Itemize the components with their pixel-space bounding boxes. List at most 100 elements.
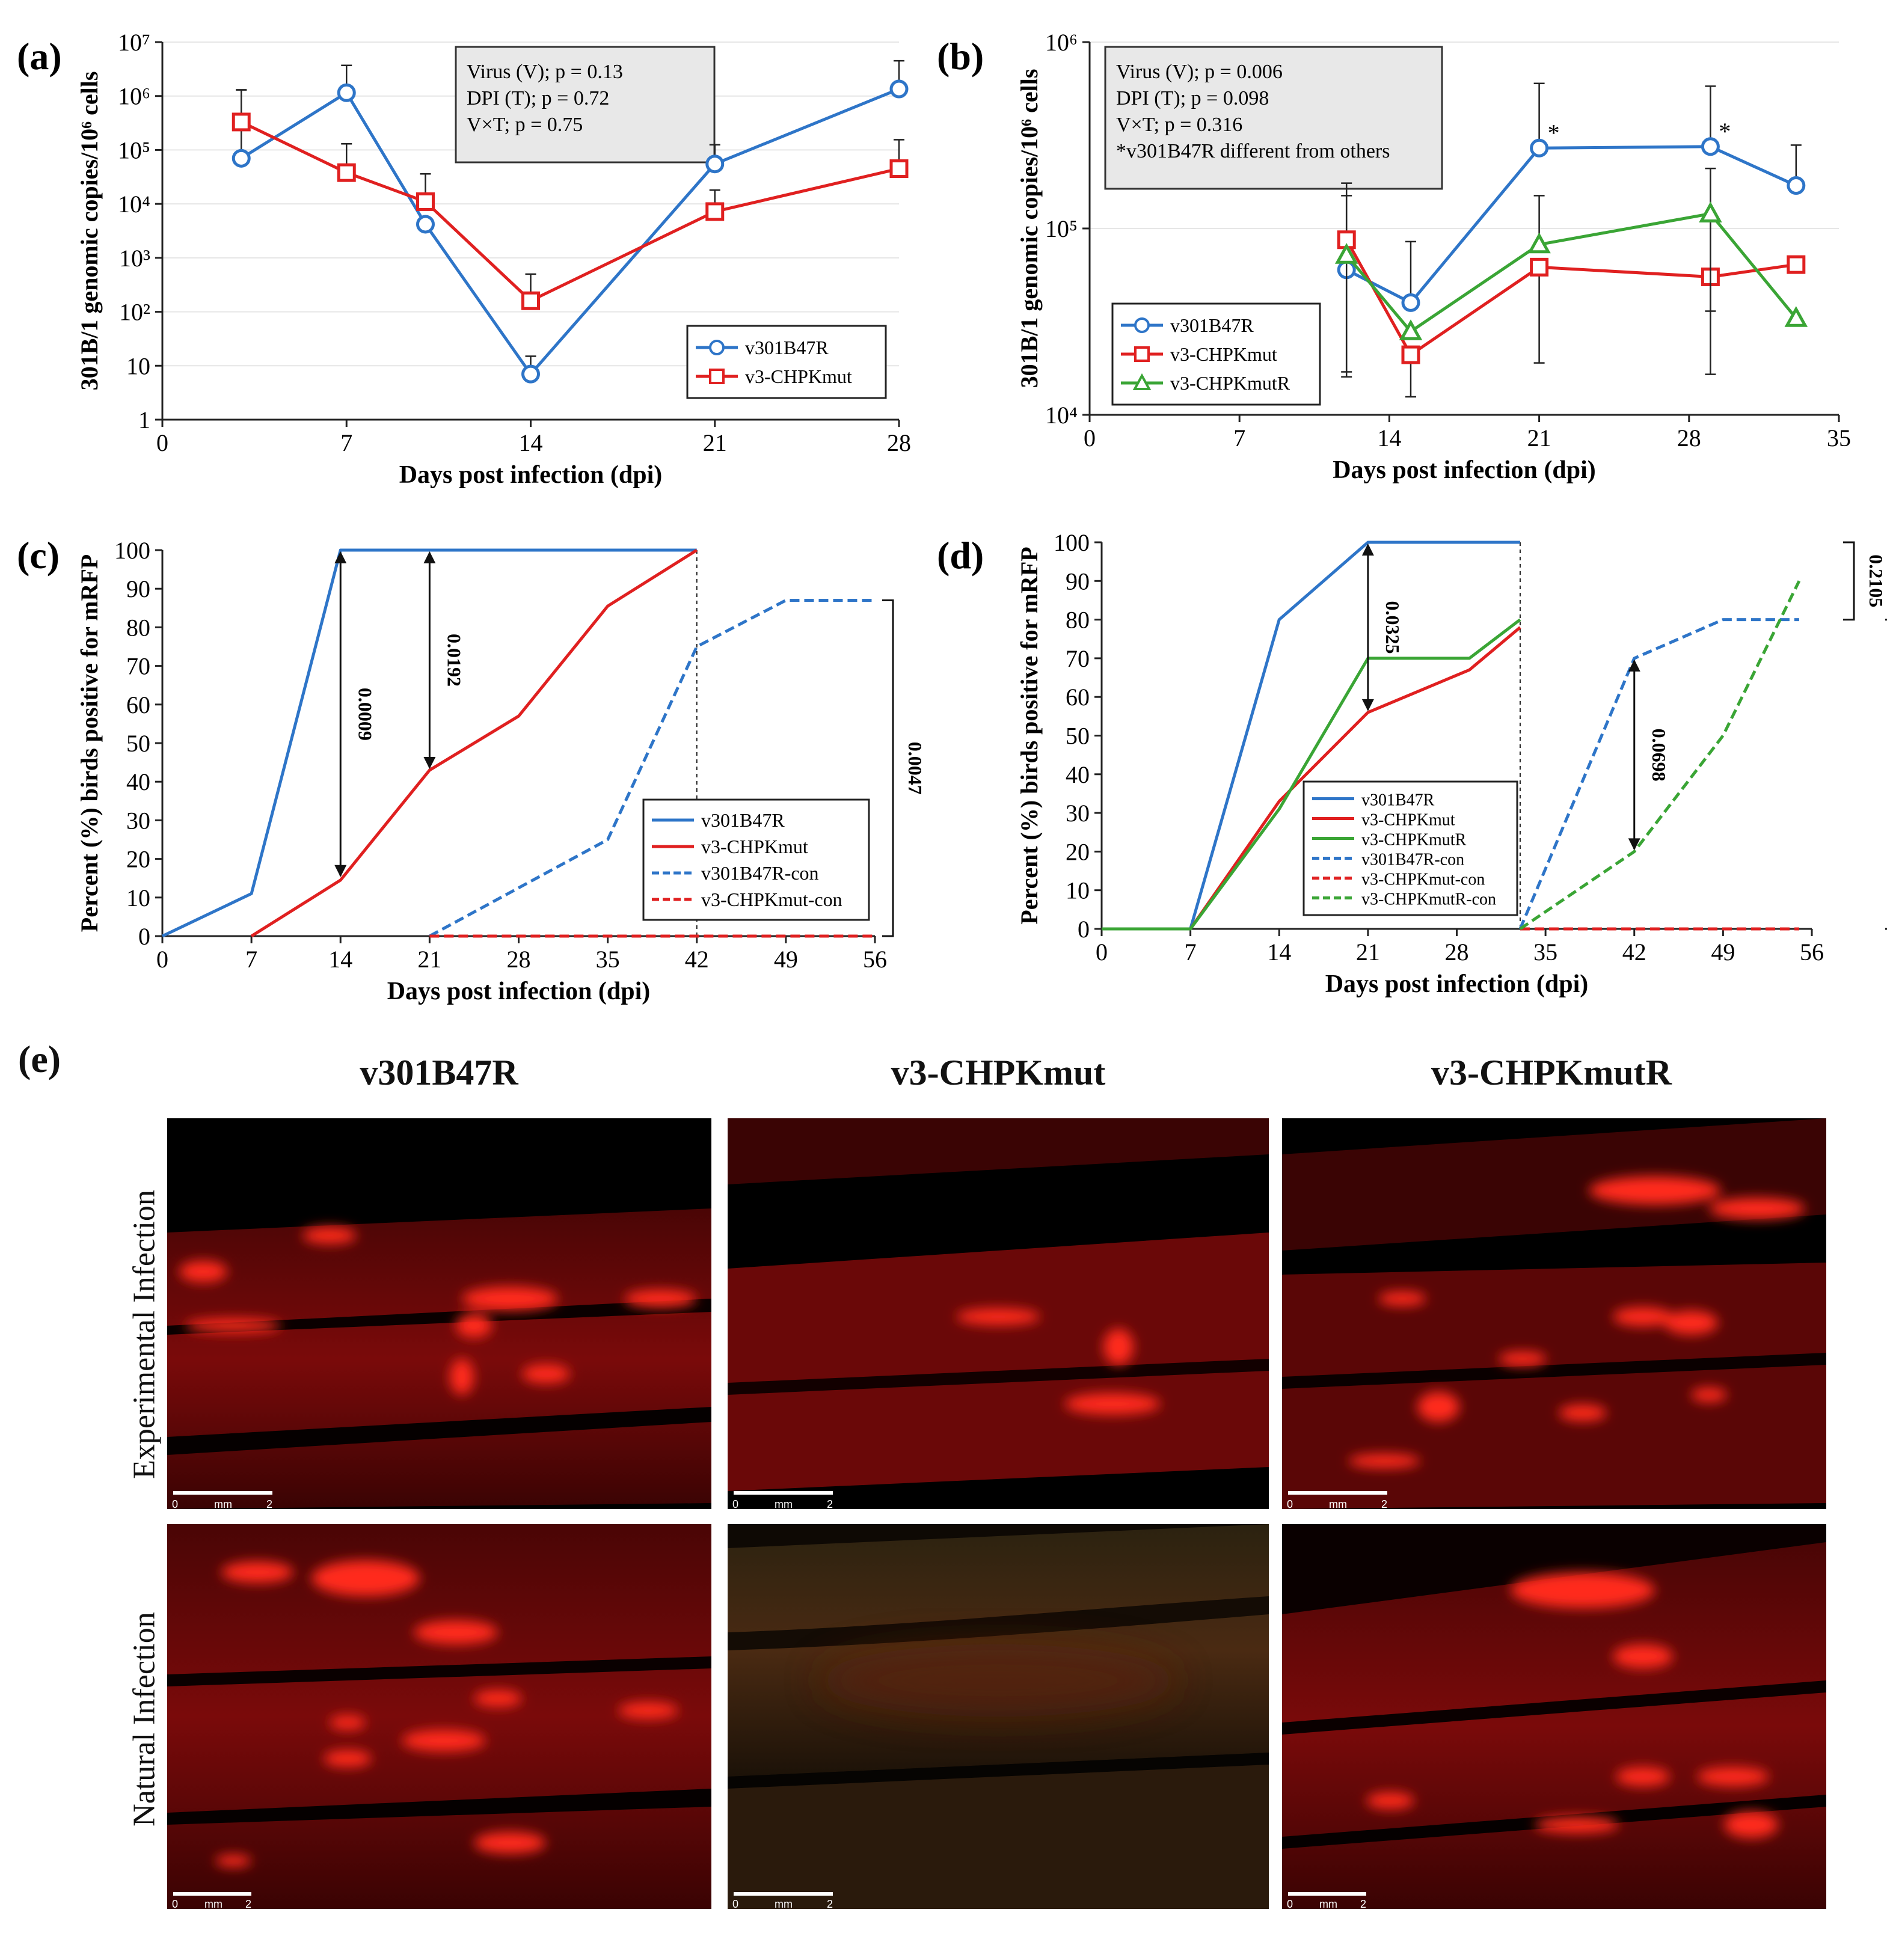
x-tick-label: 0 [1096, 939, 1108, 966]
legend-label: v3-CHPKmutR [1170, 372, 1290, 394]
y-tick-label: 10⁵ [118, 136, 150, 164]
legend: v301B47Rv3-CHPKmutv3-CHPKmutRv301B47R-co… [1302, 780, 1518, 916]
x-axis-label: Days post infection (dpi) [1325, 970, 1589, 998]
y-tick-label: 10⁴ [118, 191, 150, 218]
micrograph-natural-v3-chpkmut: 0 mm 2 [728, 1524, 1269, 1909]
legend-label: v301B47R [745, 337, 829, 358]
stats-line: DPI (T); p = 0.72 [467, 87, 609, 109]
data-point [1530, 257, 1549, 277]
y-tick-label: 40 [126, 768, 150, 795]
chart-panel-d: (d) 0 7 14 21 28 35 42 49 56 0 10 20 30 40 50 60 70 80 90 10… [937, 529, 1887, 998]
data-point [1399, 319, 1423, 340]
series-v3-chpkmutr-con [1519, 580, 1801, 931]
y-tick-label: 40 [1066, 761, 1090, 788]
legend-label: v3-CHPKmut [1170, 343, 1277, 365]
panel-letter: (a) [17, 35, 62, 78]
stats-line: DPI (T); p = 0.098 [1116, 87, 1269, 109]
y-tick-label: 10 [126, 352, 150, 379]
x-tick-label: 7 [1185, 939, 1197, 966]
y-tick-label: 30 [126, 807, 150, 834]
legend: v301B47R v3-CHPKmut v301B47R-con v3-CHPKmut… [642, 798, 870, 921]
data-point [1337, 230, 1356, 250]
x-tick-label: 14 [1267, 939, 1291, 966]
legend-label: v3-CHPKmutR-con [1361, 890, 1496, 909]
micrograph-experimental-v3-chpkmut: 0 mm 2 [728, 1118, 1269, 1509]
x-tick-label: 7 [245, 946, 257, 973]
y-tick-label: 10 [126, 884, 150, 911]
x-tick-label: 42 [685, 946, 709, 973]
data-point [1701, 137, 1720, 156]
svg-text:0: 0 [732, 1898, 738, 1909]
x-tick-label: 35 [1533, 939, 1557, 966]
legend-label: v301B47R [701, 809, 785, 831]
series-line [241, 120, 900, 302]
y-tick-label: 90 [1066, 568, 1090, 595]
significance-mark: * [1719, 118, 1731, 145]
chart-panel-c: (c) 0 7 14 21 28 35 42 49 56 0 10 20 30 40 50 60 70 80 90 10… [17, 534, 926, 1005]
y-tick-label: 60 [126, 691, 150, 718]
series-line [1102, 618, 1521, 931]
arrow-head [1628, 659, 1640, 672]
data-point [705, 202, 725, 221]
y-axis-label: 301B/1 genomic copies/10⁶ cells [1016, 69, 1043, 388]
legend-marker [1134, 346, 1150, 362]
chart-panel-b: (b) 0 7 14 21 28 35 10⁴ 10⁵ 10⁶ Days post infectio… [937, 29, 1851, 484]
svg-text:2: 2 [827, 1898, 833, 1909]
series-v3-chpkmutr [1102, 618, 1521, 931]
scale-bar: 0 mm 2 [172, 1491, 272, 1509]
svg-text:mm: mm [1329, 1498, 1347, 1509]
svg-text:mm: mm [1319, 1898, 1337, 1909]
series-line [240, 87, 900, 376]
legend: v301B47R v3-CHPKmut v3-CHPKmutR [1111, 302, 1321, 406]
x-tick-label: 49 [1711, 939, 1735, 966]
micrograph-natural-v3-chpkmutr: 0 mm 2 [1282, 1524, 1826, 1909]
y-tick-label: 10 [1066, 877, 1090, 904]
svg-text:2: 2 [245, 1898, 251, 1909]
x-tick-label: 0 [1084, 424, 1096, 452]
y-tick-label: 20 [1066, 838, 1090, 865]
svg-text:2: 2 [266, 1498, 272, 1509]
scale-bar: 0 mm 2 [1287, 1892, 1366, 1909]
column-title-v3-chpkmut: v3-CHPKmut [891, 1053, 1106, 1092]
y-tick-label: 0 [1078, 916, 1090, 943]
arrow-head [1628, 838, 1640, 851]
scale-bar: 0 mm 2 [732, 1892, 833, 1909]
x-tick-label: 7 [1233, 424, 1245, 452]
comparison-0-0047: 0.0047 [882, 599, 926, 937]
y-tick-label: 80 [1066, 607, 1090, 634]
legend-box [686, 325, 887, 399]
svg-text:0: 0 [172, 1898, 178, 1909]
data-point [1527, 232, 1551, 254]
comparison-bracket [1843, 541, 1855, 621]
scale-bar: 0 mm 2 [732, 1491, 833, 1509]
arrow-head [334, 865, 347, 877]
x-tick-label: 14 [328, 946, 352, 973]
arrow-head [1361, 699, 1374, 711]
x-tick-label: 35 [1827, 424, 1851, 452]
stats-line: *v301B47R different from others [1116, 140, 1390, 162]
y-tick-label: 0 [138, 923, 150, 950]
y-tick-label: 10⁶ [118, 83, 150, 110]
data-point [337, 163, 356, 182]
column-title-v301b47r: v301B47R [360, 1053, 518, 1092]
svg-text:mm: mm [204, 1898, 222, 1909]
data-point [1699, 201, 1722, 222]
comparison-p-value: 0.0009 [354, 688, 376, 741]
x-tick-label: 21 [417, 946, 441, 973]
data-point [1530, 138, 1549, 158]
data-point [416, 192, 435, 211]
x-tick-label: 49 [774, 946, 798, 973]
svg-text:0: 0 [732, 1498, 738, 1509]
svg-text:0: 0 [1287, 1898, 1293, 1909]
legend-marker [1132, 373, 1152, 390]
legend-label: v301B47R [1361, 791, 1435, 810]
panel-e-letter: (e) [18, 1038, 61, 1080]
y-tick-label: 10⁴ [1045, 402, 1078, 429]
svg-text:2: 2 [1381, 1498, 1387, 1509]
arrow-head [1361, 544, 1374, 556]
series-v3-chpkmut [232, 89, 909, 310]
legend-label: v3-CHPKmut-con [1361, 871, 1485, 889]
x-tick-label: 21 [1356, 939, 1380, 966]
y-tick-label: 90 [126, 575, 150, 602]
y-tick-label: 60 [1066, 684, 1090, 711]
